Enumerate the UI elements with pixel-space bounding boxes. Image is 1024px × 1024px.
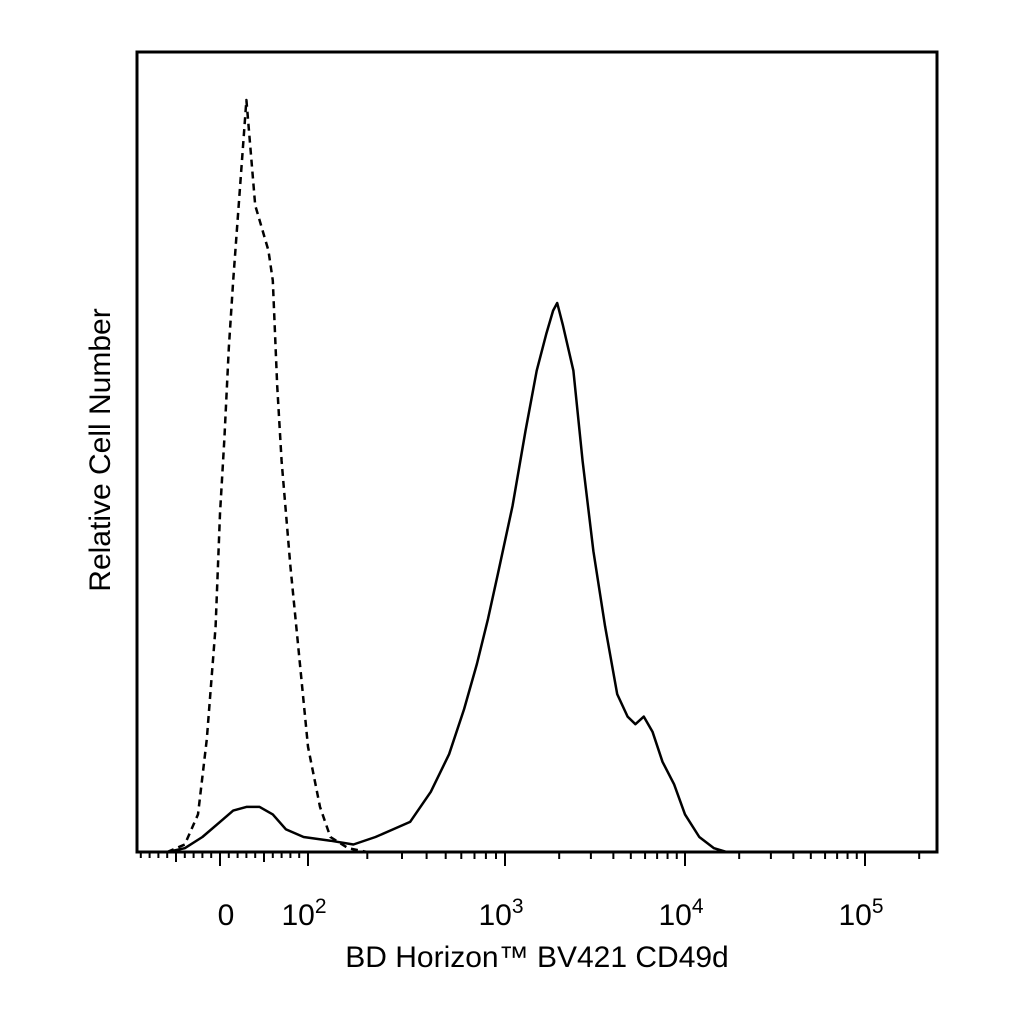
x-axis-ticks <box>139 852 921 866</box>
x-axis-tick-labels: 0 102 103 104 105 <box>218 895 884 932</box>
series-group <box>166 98 920 854</box>
x-axis-label: BD Horizon™ BV421 CD49d <box>345 941 729 974</box>
x-tick-label: 105 <box>838 895 883 932</box>
stained-histogram <box>166 301 920 854</box>
x-tick-label: 103 <box>478 895 523 932</box>
y-axis-label: Relative Cell Number <box>84 308 117 591</box>
plot-frame <box>135 50 939 854</box>
x-tick-label: 104 <box>658 895 703 932</box>
x-tick-label: 102 <box>281 895 326 932</box>
x-tick-label: 0 <box>218 899 235 932</box>
isotype-control-histogram <box>166 98 591 854</box>
